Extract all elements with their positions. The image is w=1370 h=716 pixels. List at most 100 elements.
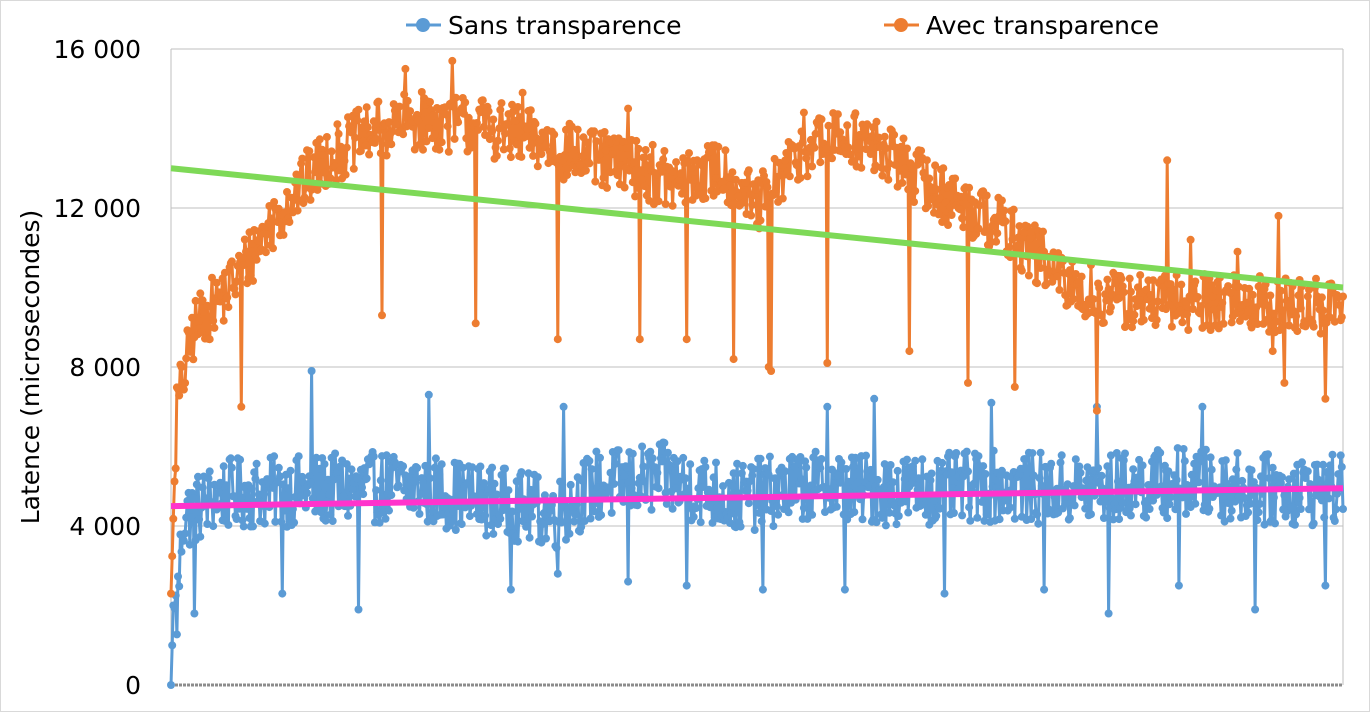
legend-item-avec-transparence: Avec transparence xyxy=(884,11,1159,40)
data-point xyxy=(1320,513,1329,522)
data-point xyxy=(918,455,927,464)
trendline-avec-transparence xyxy=(170,165,1344,291)
data-point xyxy=(1283,300,1292,309)
data-point xyxy=(468,140,477,149)
data-point xyxy=(1126,287,1135,296)
data-point xyxy=(1233,247,1242,256)
data-point xyxy=(1313,460,1322,469)
data-point xyxy=(993,229,1002,238)
data-point xyxy=(326,510,335,519)
data-point xyxy=(1135,295,1144,304)
data-point xyxy=(1253,320,1262,328)
data-point xyxy=(297,492,306,501)
data-point xyxy=(198,483,207,492)
data-point xyxy=(873,475,882,484)
data-point xyxy=(1164,467,1173,476)
y-tick-label: 16 000 xyxy=(54,35,141,64)
data-point xyxy=(911,456,920,465)
data-point xyxy=(870,394,879,403)
data-point xyxy=(271,517,280,526)
data-point xyxy=(1246,499,1255,508)
data-point xyxy=(1109,515,1118,524)
data-point xyxy=(342,460,351,469)
data-point xyxy=(372,486,381,495)
series-avec-transparence xyxy=(167,56,1347,598)
data-point xyxy=(810,143,819,152)
data-point xyxy=(792,161,801,170)
data-point xyxy=(828,154,836,163)
data-point xyxy=(1184,326,1193,334)
data-point xyxy=(413,464,422,472)
data-point xyxy=(487,521,495,530)
data-point xyxy=(472,119,481,127)
data-point xyxy=(270,198,279,206)
data-point xyxy=(951,174,960,183)
data-point xyxy=(437,138,446,147)
data-point xyxy=(681,474,690,483)
data-point xyxy=(802,463,811,472)
data-point xyxy=(914,474,923,483)
data-point xyxy=(796,173,805,182)
data-point xyxy=(400,90,409,99)
data-point xyxy=(1149,276,1158,285)
data-point xyxy=(1128,323,1136,332)
data-point xyxy=(1319,460,1328,469)
data-point xyxy=(462,134,471,143)
legend-label-avec-transparence: Avec transparence xyxy=(926,11,1159,40)
data-point xyxy=(1326,461,1335,470)
data-point xyxy=(978,497,986,506)
data-point xyxy=(1112,449,1121,457)
data-point xyxy=(671,467,679,476)
data-point xyxy=(347,465,356,474)
data-point xyxy=(720,184,729,193)
data-point xyxy=(209,522,218,531)
data-point xyxy=(1186,235,1195,244)
data-point xyxy=(1205,504,1214,513)
data-point xyxy=(205,335,214,344)
data-point xyxy=(1015,222,1024,231)
data-point xyxy=(497,471,506,479)
data-point xyxy=(247,484,256,493)
data-point xyxy=(1198,402,1207,411)
data-point xyxy=(523,522,532,531)
data-point xyxy=(772,502,781,511)
data-point xyxy=(1167,322,1176,331)
data-point xyxy=(341,170,350,179)
data-point xyxy=(274,204,283,213)
data-point xyxy=(550,130,559,139)
data-point xyxy=(756,216,765,225)
data-point xyxy=(617,479,625,488)
y-tick-label: 4 000 xyxy=(69,512,141,541)
data-point xyxy=(1118,282,1127,291)
data-point xyxy=(369,117,378,126)
data-point xyxy=(444,147,453,156)
data-point xyxy=(638,442,647,451)
data-point xyxy=(512,140,521,149)
data-point xyxy=(1296,505,1305,513)
data-point xyxy=(1287,503,1296,512)
data-point xyxy=(1254,508,1263,517)
data-point xyxy=(727,509,736,518)
data-point xyxy=(239,522,248,531)
data-point xyxy=(781,467,790,476)
data-point xyxy=(359,490,368,499)
data-point xyxy=(648,140,657,149)
data-point xyxy=(849,462,858,471)
data-point xyxy=(464,113,473,122)
data-point xyxy=(947,211,956,219)
data-point xyxy=(1322,468,1331,476)
data-point xyxy=(1099,318,1108,327)
data-point xyxy=(199,308,208,316)
data-point xyxy=(700,456,709,465)
data-point xyxy=(620,471,629,480)
data-point xyxy=(1016,464,1025,473)
data-point xyxy=(419,145,427,154)
data-point xyxy=(707,488,716,497)
data-point xyxy=(177,547,186,556)
data-point xyxy=(526,106,535,115)
data-point xyxy=(322,133,331,141)
data-point xyxy=(431,454,440,463)
data-point xyxy=(625,166,634,175)
data-point xyxy=(529,151,538,160)
data-point xyxy=(945,448,954,457)
